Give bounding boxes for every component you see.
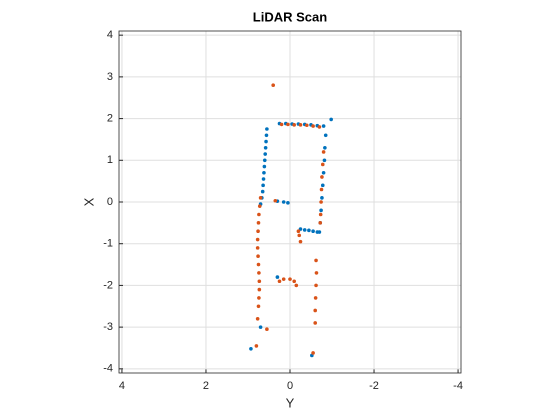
point (257, 271, 261, 275)
point (264, 139, 268, 144)
point (297, 233, 302, 238)
point (286, 201, 290, 205)
y-tick-label: 3 (107, 71, 113, 83)
point (249, 347, 253, 351)
point (277, 279, 282, 284)
point (257, 296, 261, 300)
point (257, 204, 262, 208)
point (257, 279, 262, 284)
point (314, 271, 319, 275)
x-tick-label: 0 (287, 380, 293, 392)
point (305, 123, 309, 128)
point (254, 344, 259, 348)
point (298, 123, 303, 127)
point (255, 316, 260, 321)
point (264, 133, 269, 138)
point (322, 158, 327, 163)
point (294, 283, 299, 288)
point (263, 152, 268, 156)
point (288, 277, 292, 281)
point (307, 228, 311, 233)
point (321, 171, 326, 175)
point (255, 246, 260, 250)
y-axis-label: X (81, 197, 96, 206)
point (271, 83, 275, 88)
point (262, 164, 267, 169)
point (262, 158, 267, 163)
y-tick-label: 4 (107, 29, 113, 41)
point (262, 171, 266, 175)
point (313, 321, 318, 325)
point (318, 212, 323, 217)
y-tick-label: 0 (107, 196, 113, 208)
y-tick-label: 2 (107, 112, 113, 124)
y-tick-label: -3 (103, 321, 113, 333)
point (279, 122, 284, 127)
point (320, 196, 324, 200)
x-tick-label: -2 (369, 380, 379, 392)
y-tick-label: 1 (107, 154, 113, 166)
point (315, 230, 320, 234)
axes-box (118, 30, 462, 374)
point (311, 229, 315, 233)
point (302, 228, 307, 232)
point (286, 122, 290, 127)
x-tick-label: 2 (203, 380, 209, 392)
point (265, 127, 269, 131)
point (257, 212, 261, 217)
point (273, 198, 278, 203)
y-tick-label: -2 (103, 279, 113, 291)
point (257, 287, 262, 292)
point (311, 124, 315, 128)
point (292, 279, 297, 284)
point (265, 327, 269, 332)
point (318, 221, 323, 225)
point (261, 183, 265, 188)
point (321, 124, 326, 128)
point (314, 258, 318, 263)
point (263, 145, 268, 150)
point (313, 308, 318, 313)
x-axis-label: Y (286, 395, 295, 410)
point (281, 277, 286, 281)
point (275, 275, 280, 279)
point (314, 283, 318, 288)
point (296, 229, 301, 233)
point (281, 200, 286, 204)
point (320, 183, 325, 188)
point (329, 117, 333, 122)
point (256, 229, 260, 233)
point (261, 177, 266, 181)
point (323, 133, 328, 138)
point (256, 262, 261, 267)
point (292, 123, 297, 127)
point (256, 254, 260, 259)
point (319, 200, 323, 204)
x-tick-label: -4 (453, 380, 463, 392)
point (260, 189, 265, 194)
y-tick-label: -4 (103, 363, 113, 375)
point (317, 125, 322, 129)
y-tick-label: -1 (103, 238, 113, 250)
point (258, 196, 263, 200)
point (298, 239, 303, 244)
point (319, 187, 324, 192)
point (320, 175, 324, 179)
point (321, 150, 326, 154)
point (258, 325, 263, 329)
point (311, 351, 315, 355)
point (256, 221, 261, 225)
x-tick-label: 4 (119, 380, 125, 392)
point (313, 296, 318, 300)
point (319, 208, 323, 213)
point (320, 162, 325, 167)
chart-title: LiDAR Scan (253, 9, 327, 24)
point (256, 304, 261, 309)
point (323, 145, 327, 150)
point (255, 237, 260, 242)
